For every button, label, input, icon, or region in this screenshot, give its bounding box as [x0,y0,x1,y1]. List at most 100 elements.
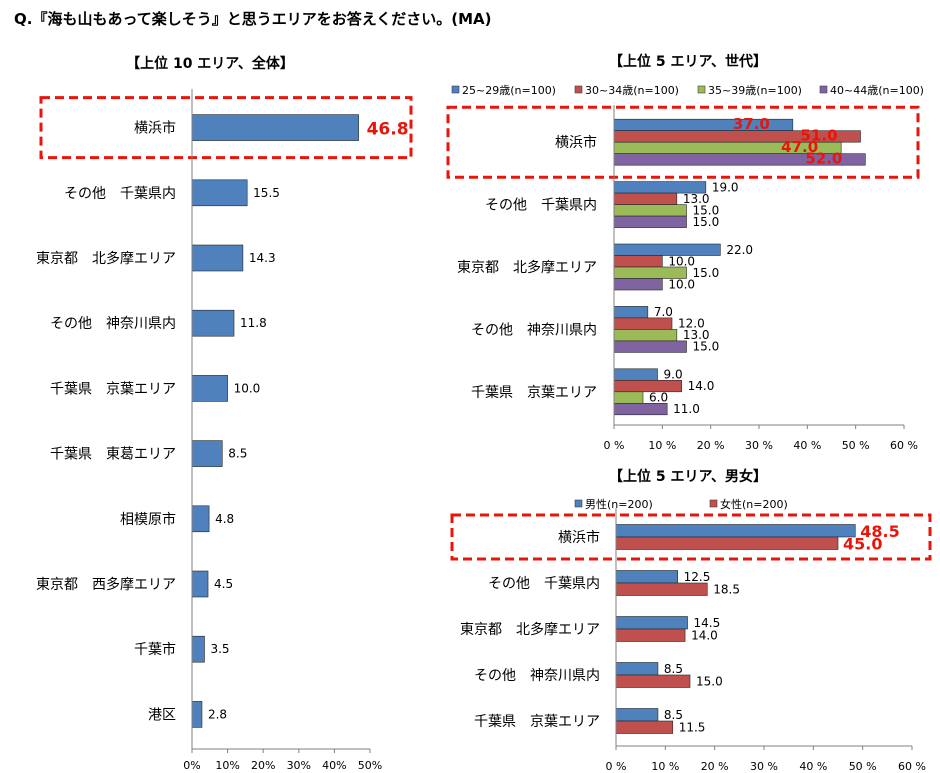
legend-label: 30~34歳(n=100) [585,84,679,97]
bar [191,309,235,337]
bar [615,570,678,584]
value-label: 46.8 [367,120,409,140]
category-label: その他 神奈川県内 [474,668,600,684]
tick-label: 20% [251,759,275,772]
bar [613,192,678,205]
value-label: 12.5 [684,570,711,584]
category-label: 千葉県 京葉エリア [50,381,176,397]
value-label: 2.8 [208,707,227,721]
category-label: 東京都 北多摩エリア [457,259,597,276]
chart-top5-gender: 【上位 5 エリア、男女】男性(n=200) 女性(n=200) 横浜市 48.545… [450,468,932,773]
bar [191,570,209,598]
legend-swatch [709,499,718,508]
value-label: 15.0 [696,674,723,688]
tick-label: 20 % [697,439,725,452]
category-label: 東京都 西多摩エリア [36,576,176,593]
value-label: 10.0 [668,254,695,268]
value-label: 4.5 [214,577,233,591]
category-label: 港区 [148,707,176,723]
legend-swatch [574,499,583,508]
tick-label: 50 % [842,439,870,452]
tick-label: 30 % [745,439,773,452]
bar [191,114,359,141]
bar [615,662,659,676]
tick-label: 10 % [648,439,676,452]
tick-label: 20 % [701,760,729,773]
bar [613,329,678,342]
chart-title: 【上位 5 エリア、世代】 [609,53,767,70]
bar [191,375,228,402]
bar [615,628,686,642]
bar [613,391,644,404]
legend-label: 35~39歳(n=100) [708,84,802,97]
value-label: 10.0 [668,277,695,291]
bar [613,317,673,330]
value-label: 15.0 [693,340,720,354]
tick-label: 0% [183,759,200,772]
value-label: 9.0 [664,368,683,382]
tick-label: 50% [358,759,382,772]
legend-swatch [451,85,460,94]
bar [613,215,687,228]
highlight-box [39,96,413,160]
category-label: その他 神奈川県内 [50,316,176,332]
value-label: 11.5 [679,720,706,734]
category-label: 横浜市 [134,120,176,137]
bar [615,720,674,734]
value-label: 15.5 [253,186,280,200]
category-label: 千葉県 京葉エリア [474,714,600,730]
category-label: その他 千葉県内 [488,576,600,592]
legend-label: 女性(n=200) [720,497,788,511]
bar [191,701,203,728]
legend-swatch [574,85,583,94]
category-label: 千葉県 京葉エリア [471,385,597,401]
tick-label: 60 % [898,760,926,773]
value-label: 22.0 [726,243,753,257]
value-label: 37.0 [733,115,770,133]
value-label: 15.0 [693,215,720,229]
chart-title: 【上位 5 エリア、男女】 [609,468,767,485]
tick-label: 30 % [750,760,778,773]
category-label: その他 神奈川県内 [471,322,597,338]
tick-label: 40% [322,759,346,772]
bar [613,204,687,217]
value-label: 3.5 [210,642,229,656]
chart-top5-generation: 【上位 5 エリア、世代】 25~29歳(n=100) 30~34歳(n=100) 3… [446,53,924,452]
value-label: 52.0 [805,149,842,167]
bar [615,674,691,688]
tick-label: 0 % [606,760,627,773]
bar [613,255,663,268]
category-label: 東京都 北多摩エリア [460,621,600,638]
tick-label: 50 % [849,760,877,773]
category-label: 横浜市 [555,134,597,151]
value-label: 8.5 [664,662,683,676]
bar [615,708,659,722]
chart-top10-overall: 【上位 10 エリア、全体】横浜市 46.8 その他 千葉県内 15.5 東京都 北多摩… [36,55,413,772]
tick-label: 30% [287,759,311,772]
value-label: 19.0 [712,180,739,194]
value-label: 8.5 [664,708,683,722]
value-label: 45.0 [843,534,882,553]
value-label: 14.0 [691,628,718,642]
legend-label: 40~44歳(n=100) [830,84,924,97]
category-label: 相模原市 [120,511,176,528]
legend-label: 男性(n=200) [585,497,653,511]
bar [613,278,663,291]
bar [613,306,649,319]
tick-label: 10 % [651,760,679,773]
tick-label: 60 % [890,439,918,452]
category-label: 千葉市 [134,641,176,658]
value-label: 13.0 [683,192,710,206]
bar [613,402,668,416]
highlight-box [446,105,920,179]
value-label: 15.0 [693,266,720,280]
category-label: 東京都 北多摩エリア [36,250,176,267]
value-label: 51.0 [801,126,838,144]
legend-swatch [819,85,828,94]
bar [615,536,839,550]
value-label: 14.3 [249,251,276,265]
value-label: 15.0 [693,203,720,217]
bar [191,505,210,533]
bar [615,524,856,538]
value-label: 12.0 [678,317,705,331]
